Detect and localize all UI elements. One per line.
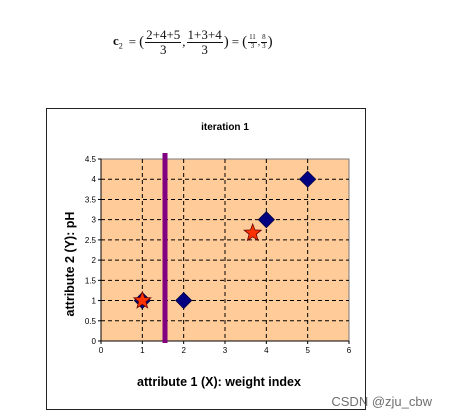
result-x: 11 3 — [248, 33, 257, 50]
result-y-denominator: 3 — [262, 41, 266, 50]
fraction-y-denominator: 3 — [201, 41, 208, 57]
data-point-diamond — [257, 211, 275, 229]
x-tick-label: 2 — [181, 346, 186, 355]
fraction-x-numerator: 2+4+5 — [145, 26, 182, 43]
result-y-numerator: 8 — [261, 33, 267, 43]
chart-title: iteration 1 — [201, 122, 249, 133]
fraction-y: 1+3+4 3 — [186, 26, 223, 57]
x-tick-label: 1 — [140, 346, 145, 355]
centroid-star — [243, 222, 263, 242]
result-open-paren: ( — [242, 33, 248, 50]
watermark-text: CSDN @zju_cbw — [331, 394, 432, 409]
y-tick-label: 0 — [92, 337, 97, 346]
x-axis-label: attribute 1 (X): weight index — [137, 375, 301, 389]
result-close-paren: ) — [267, 33, 273, 50]
close-paren: ) — [223, 33, 229, 50]
y-tick-label: 3.5 — [85, 195, 97, 204]
result-x-denominator: 3 — [250, 41, 255, 50]
equals-sign: = — [128, 34, 137, 49]
centroid-formula: c2 = ( 2+4+5 3 , 1+3+4 3 ) = ( 11 3 , 8 … — [113, 24, 273, 60]
centroid-star — [132, 290, 152, 309]
comma: , — [182, 34, 186, 49]
y-tick-label: 2.5 — [85, 236, 97, 245]
data-point-diamond — [175, 291, 193, 310]
y-tick-label: 4 — [92, 175, 97, 184]
y-tick-label: 0.5 — [85, 317, 97, 326]
x-tick-label: 4 — [264, 346, 269, 355]
fraction-y-numerator: 1+3+4 — [186, 26, 223, 43]
x-tick-label: 3 — [223, 346, 228, 355]
x-tick-label: 6 — [347, 346, 352, 355]
y-tick-label: 1.5 — [85, 276, 97, 285]
x-tick-label: 0 — [99, 346, 104, 355]
fraction-x: 2+4+5 3 — [145, 26, 182, 57]
open-paren: ( — [139, 33, 145, 50]
x-tick-label: 5 — [305, 346, 310, 355]
y-tick-label: 4.5 — [85, 155, 97, 164]
fraction-x-denominator: 3 — [159, 41, 167, 57]
result-y: 8 3 — [261, 33, 267, 50]
data-point-diamond — [299, 170, 317, 188]
y-axis-label: attribute 2 (Y): pH — [63, 212, 77, 317]
y-tick-label: 2 — [92, 256, 97, 265]
result-x-numerator: 11 — [248, 33, 257, 43]
centroid-symbol: c2 — [113, 33, 123, 51]
result-comma: , — [257, 37, 261, 47]
equals-sign-2: = — [231, 34, 240, 49]
y-tick-label: 3 — [92, 216, 97, 225]
y-tick-label: 1 — [92, 297, 97, 306]
